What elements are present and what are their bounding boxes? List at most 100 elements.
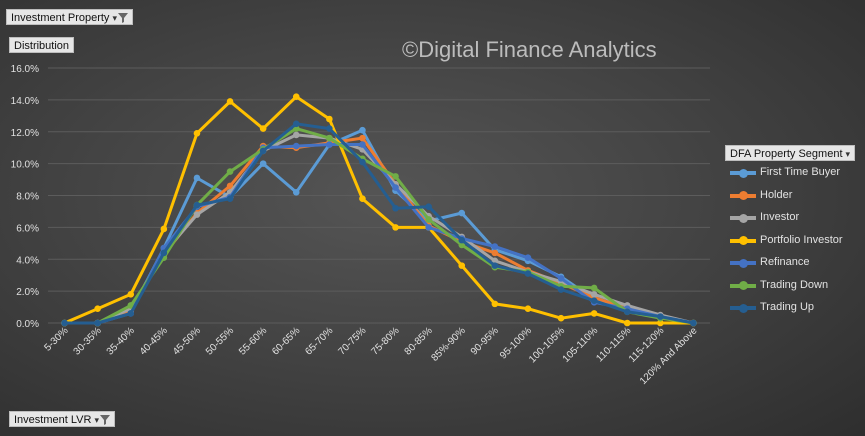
data-point [657,313,664,320]
legend-swatch [730,191,756,200]
y-tick-label: 0.0% [16,319,39,330]
data-point [623,319,631,327]
y-tick-label: 12.0% [11,128,39,139]
x-tick-label: 55-60% [237,325,269,357]
data-point [127,291,135,298]
data-point [590,310,598,317]
data-point [524,305,532,312]
y-tick-label: 4.0% [16,255,39,266]
data-point [425,224,432,231]
x-tick-label: 90-95% [469,325,501,357]
data-point [94,319,101,327]
data-point [458,262,466,269]
data-point [292,142,300,150]
data-point [590,284,598,292]
report-filter-label: Investment Property [11,12,110,24]
x-tick-label: 80-85% [403,325,435,357]
y-tick-label: 14.0% [11,96,39,107]
dropdown-arrow-icon: ▾ [94,415,99,425]
x-tick-label: 60-65% [270,325,302,357]
data-point [326,125,333,132]
legend-label: Trading Down [760,278,829,291]
legend-label: First Time Buyer [760,166,841,178]
data-point [623,308,631,316]
data-point [491,243,499,250]
legend-item-trading-up[interactable]: Trading Up [726,298,856,321]
data-point [193,211,201,218]
x-tick-label: 65-70% [303,325,335,357]
legend-item-trading-down[interactable]: Trading Down [726,276,856,299]
legend-item-portfolio-investor[interactable]: Portfolio Investor [726,231,856,254]
data-point [226,182,234,190]
legend-label: Holder [760,188,793,201]
series-line [63,95,695,325]
data-point [524,254,532,261]
data-point [193,130,201,137]
legend-field-button[interactable]: DFA Property Segment ▾ [725,145,856,161]
data-point [590,297,598,304]
data-point [127,310,135,317]
series-trading-up [61,120,697,327]
x-tick-label: 45-50% [171,325,203,357]
legend-label: Portfolio Investor [760,233,843,246]
data-point [359,195,366,202]
data-point [94,305,101,312]
data-point [259,147,267,155]
legend-item-first-time-buyer[interactable]: First Time Buyer [726,163,856,186]
legend-label: Trading Up [760,301,815,313]
legend-swatch [730,168,756,178]
x-tick-label: 70-75% [336,325,368,357]
data-point [590,291,598,298]
x-tick-label: 40-45% [138,325,170,357]
legend-swatch [730,303,756,313]
legend-swatch [730,258,756,268]
data-point [359,126,366,134]
data-point [193,174,201,182]
data-point [226,98,234,105]
report-filter-button[interactable]: Investment Property ▾ [6,9,133,25]
data-point [458,209,466,217]
data-point [524,270,532,277]
data-point [392,204,399,212]
data-point [292,93,300,100]
data-point [61,319,68,327]
x-tick-label: 105-110% [561,325,601,365]
legend-item-investor[interactable]: Investor [726,208,856,231]
legend-marker [739,281,748,290]
legend-item-holder[interactable]: Holder [726,186,856,209]
data-point [292,131,300,139]
data-point [392,173,399,180]
series-line [63,122,695,325]
watermark: ©Digital Finance Analytics [402,37,657,62]
legend-item-refinance[interactable]: Refinance [726,253,856,276]
data-point [557,286,565,293]
x-tick-label: 5-30% [42,325,70,353]
legend-swatch [730,236,756,245]
x-tick-label: 30-35% [72,325,104,357]
dropdown-arrow-icon: ▾ [112,13,117,23]
legend-field-label: DFA Property Segment [730,148,843,160]
data-point [259,125,267,132]
data-point [359,141,366,148]
values-field-button[interactable]: Distribution [9,37,75,53]
data-point [193,201,201,209]
data-point [458,241,466,249]
legend-marker [739,236,748,245]
legend-marker [739,191,748,200]
data-point [657,319,664,327]
data-point [359,158,366,166]
data-point [425,203,432,210]
legend-swatch [730,281,756,290]
data-point [491,300,499,308]
data-point [392,184,399,191]
axis-field-label: Investment LVR [14,414,92,426]
data-point [326,134,333,142]
axis-field-button[interactable]: Investment LVR ▾ [9,411,115,427]
data-point [557,275,565,282]
data-point [359,134,366,142]
legend-marker [739,168,748,178]
x-tick-label: 100-105% [527,325,567,365]
data-point [160,225,168,233]
data-point [458,236,466,244]
legend-label: Refinance [760,256,810,268]
